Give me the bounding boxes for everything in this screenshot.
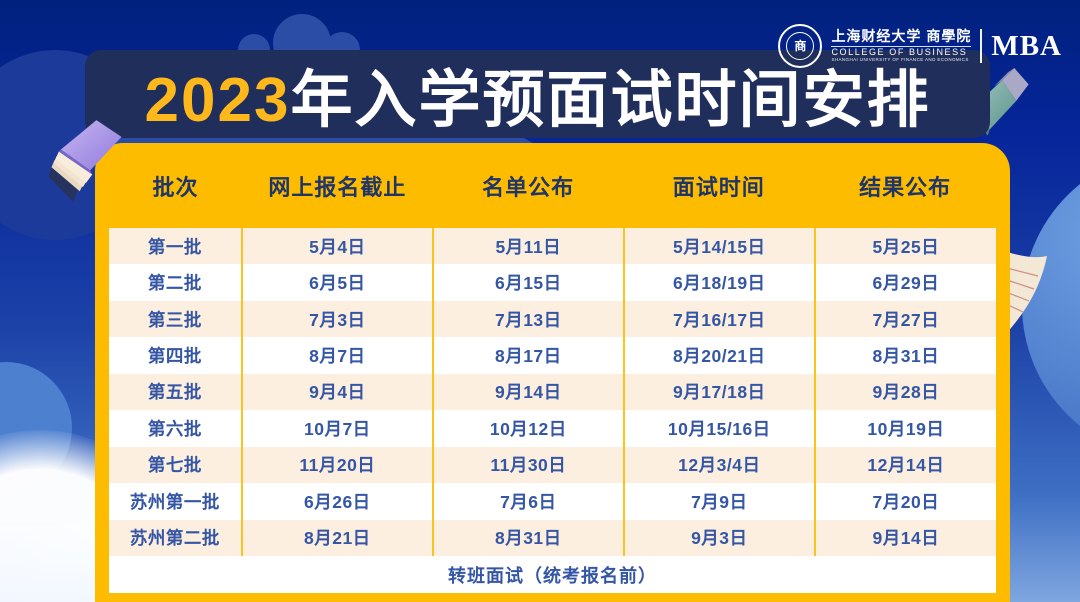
table-cell: 6月18/19日 <box>625 264 816 301</box>
table-row: 第六批 10月7日 10月12日 10月15/16日 10月19日 <box>109 410 996 447</box>
flying-book-icon <box>48 116 124 208</box>
table-cell: 第七批 <box>109 446 243 484</box>
table-cell: 9月14日 <box>872 528 940 549</box>
table-cell: 6月26日 <box>243 483 434 520</box>
table-row: 苏州第二批 8月21日 8月31日 9月3日 9月14日 <box>109 519 996 556</box>
table-cell: 6月29日 <box>872 273 940 294</box>
header-cell: 结果公布 <box>859 174 952 200</box>
header-cell: 面试时间 <box>672 174 765 200</box>
header-cell: 网上报名截止 <box>268 174 407 200</box>
logo-org-cn: 上海财经大学 商學院 <box>831 27 972 44</box>
table-cell: 6月5日 <box>243 264 434 301</box>
table-cell: 10月19日 <box>867 418 945 439</box>
table-row: 苏州第一批 6月26日 7月6日 7月9日 7月20日 <box>109 483 996 520</box>
table-cell: 第三批 <box>109 300 243 338</box>
page-curl-icon <box>1002 248 1050 336</box>
table-cell: 5月4日 <box>243 228 434 265</box>
table-cell: 5月25日 <box>872 236 940 257</box>
table-cell: 10月12日 <box>434 410 625 447</box>
university-seal-icon: 商 <box>778 24 823 68</box>
table-cell: 7月16/17日 <box>625 300 816 338</box>
table-cell: 9月14日 <box>434 373 625 411</box>
table-cell: 7月20日 <box>872 491 940 512</box>
table-cell: 8月21日 <box>243 519 434 556</box>
table-cell: 第一批 <box>109 228 243 265</box>
table-cell: 12月3/4日 <box>625 446 816 484</box>
table-footer-note: 转班面试（统考报名前） <box>109 556 996 593</box>
table-cell: 9月17/18日 <box>625 373 816 411</box>
table-cell: 7月27日 <box>872 309 940 330</box>
table-cell: 第五批 <box>109 373 243 411</box>
table-cell: 8月20/21日 <box>625 337 816 374</box>
table-row: 第三批 7月3日 7月13日 7月16/17日 7月27日 <box>109 300 996 338</box>
table-cell: 苏州第二批 <box>109 519 243 556</box>
logo-org-en: COLLEGE OF BUSINESS <box>831 46 972 58</box>
table-row: 第五批 9月4日 9月14日 9月17/18日 9月28日 <box>109 373 996 411</box>
header-cell: 名单公布 <box>482 174 575 200</box>
title-text: 年入学预面试时间安排 <box>290 66 931 135</box>
table-cell: 11月30日 <box>434 446 625 484</box>
title-banner: 2023年入学预面试时间安排 <box>85 50 990 138</box>
page-title: 2023年入学预面试时间安排 <box>145 49 931 139</box>
logo-text-block: 上海财经大学 商學院 COLLEGE OF BUSINESS SHANGHAI … <box>831 27 972 63</box>
table-cell: 8月31日 <box>872 346 940 367</box>
table-cell: 6月15日 <box>434 264 625 301</box>
table-row: 第一批 5月4日 5月11日 5月14/15日 5月25日 <box>109 228 996 265</box>
table-cell: 第四批 <box>109 337 243 374</box>
logo-org-en-small: SHANGHAI UNIVERSITY OF FINANCE AND ECONO… <box>831 57 969 63</box>
table-row: 第二批 6月5日 6月15日 6月18/19日 6月29日 <box>109 264 996 301</box>
brand-logo: 商 上海财经大学 商學院 COLLEGE OF BUSINESS SHANGHA… <box>778 24 1062 68</box>
table-cell: 8月7日 <box>243 337 434 374</box>
table-cell: 第六批 <box>109 410 243 447</box>
table-row: 第四批 8月7日 8月17日 8月20/21日 8月31日 <box>109 337 996 374</box>
footer-note-text: 转班面试（统考报名前） <box>448 565 657 586</box>
schedule-table: 批次 网上报名截止 名单公布 面试时间 结果公布 第一批 5月4日 5月11日 5月14/15… <box>95 143 1010 602</box>
title-year: 2023 <box>144 66 291 135</box>
table-cell: 苏州第一批 <box>109 483 243 520</box>
table-cell: 10月15/16日 <box>625 410 816 447</box>
logo-divider <box>980 29 983 63</box>
table-header-row: 批次 网上报名截止 名单公布 面试时间 结果公布 <box>109 143 996 228</box>
table-cell: 11月20日 <box>243 446 434 484</box>
logo-program: MBA <box>991 29 1062 62</box>
table-cell: 12月14日 <box>867 455 945 476</box>
table-body: 第一批 5月4日 5月11日 5月14/15日 5月25日第二批 6月5日 6月15日 6月1… <box>109 228 996 556</box>
table-cell: 8月31日 <box>434 519 625 556</box>
table-cell: 9月4日 <box>243 373 434 411</box>
table-cell: 7月13日 <box>434 300 625 338</box>
table-cell: 5月11日 <box>434 228 625 265</box>
table-cell: 7月3日 <box>243 300 434 338</box>
table-cell: 5月14/15日 <box>625 228 816 265</box>
table-cell: 7月9日 <box>625 483 816 520</box>
table-cell: 8月17日 <box>434 337 625 374</box>
table-cell: 9月3日 <box>625 519 816 556</box>
table-cell: 9月28日 <box>872 382 940 403</box>
table-cell: 7月6日 <box>434 483 625 520</box>
table-row: 第七批 11月20日 11月30日 12月3/4日 12月14日 <box>109 446 996 484</box>
table-cell: 10月7日 <box>243 410 434 447</box>
table-cell: 第二批 <box>109 264 243 301</box>
header-cell: 批次 <box>152 174 199 200</box>
